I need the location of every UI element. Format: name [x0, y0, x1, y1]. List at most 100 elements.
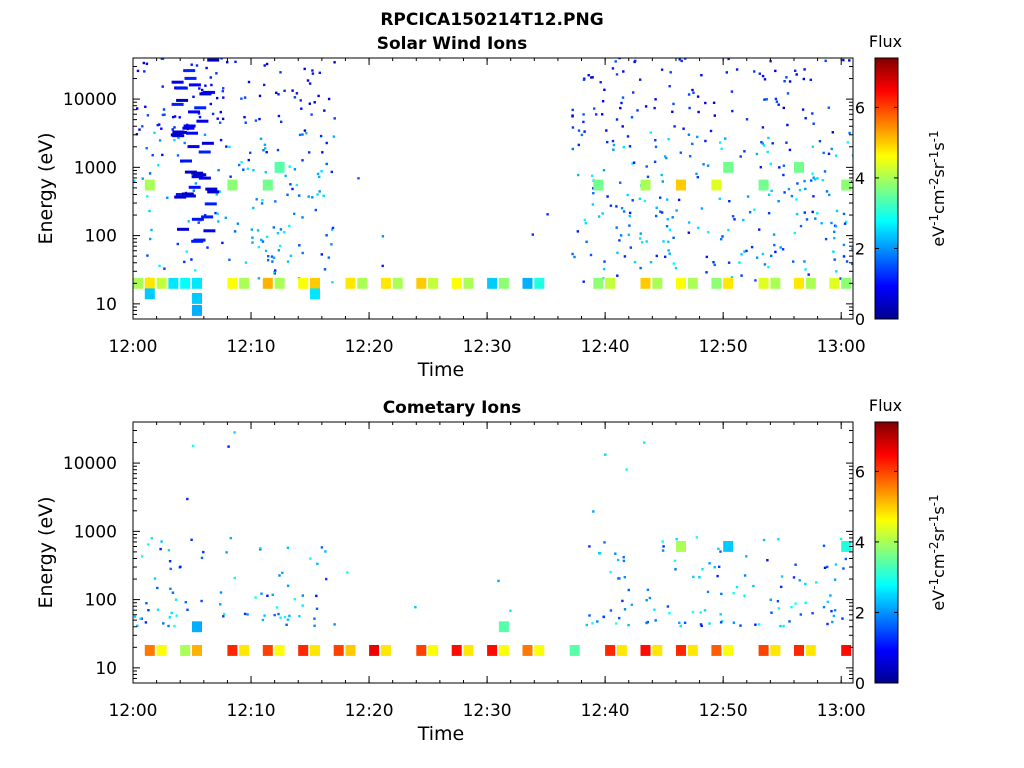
flux-pixel: [622, 146, 625, 149]
flux-pixel: [730, 90, 734, 93]
colorbar-units-label: eV-1cm-2sr-1s-1: [927, 494, 948, 610]
flux-pixel: [144, 621, 148, 624]
flux-block: [274, 277, 285, 289]
flux-pixel: [162, 108, 166, 111]
colorbar-title: Flux: [869, 32, 902, 51]
flux-pixel: [725, 71, 728, 74]
flux-pixel: [830, 221, 833, 225]
flux-pixel: [829, 594, 832, 597]
flux-pixel: [788, 80, 792, 83]
flux-pixel: [704, 101, 707, 105]
flux-pixel: [308, 82, 312, 85]
flux-block: [652, 645, 663, 656]
flux-block: [144, 277, 155, 289]
flux-pixel: [240, 161, 243, 164]
colorbar-units-label: eV-1cm-2sr-1s-1: [927, 130, 948, 246]
flux-pixel: [191, 217, 204, 221]
flux-pixel: [803, 260, 806, 263]
flux-pixel: [592, 510, 595, 513]
flux-pixel: [243, 116, 246, 119]
flux-pixel: [169, 567, 172, 571]
flux-pixel: [293, 96, 297, 99]
x-axis-label: Time: [417, 723, 465, 745]
flux-pixel: [194, 269, 197, 272]
flux-pixel: [754, 279, 757, 282]
flux-pixel: [621, 599, 624, 603]
flux-pixel: [731, 215, 735, 218]
flux-pixel: [793, 231, 796, 235]
flux-pixel: [157, 164, 160, 167]
flux-pixel: [217, 169, 220, 172]
flux-pixel: [831, 620, 834, 624]
flux-pixel: [264, 147, 267, 150]
flux-pixel: [168, 616, 171, 619]
flux-pixel: [301, 216, 304, 219]
flux-pixel: [281, 571, 284, 574]
flux-block: [498, 277, 509, 289]
flux-block: [192, 277, 202, 289]
flux-pixel: [203, 229, 216, 233]
flux-pixel: [321, 151, 324, 154]
flux-pixel: [210, 83, 213, 87]
flux-pixel: [684, 58, 687, 60]
flux-pixel: [136, 107, 139, 110]
flux-pixel: [851, 262, 853, 266]
flux-pixel: [649, 261, 653, 264]
flux-pixel: [325, 577, 328, 581]
flux-pixel: [593, 107, 596, 110]
flux-pixel: [531, 233, 534, 236]
flux-pixel: [615, 205, 618, 208]
flux-pixel: [678, 621, 681, 624]
flux-block: [192, 621, 202, 633]
flux-pixel: [291, 89, 294, 92]
flux-pixel: [279, 616, 282, 619]
flux-pixel: [161, 58, 165, 60]
flux-pixel: [577, 173, 580, 177]
flux-block: [687, 277, 698, 289]
flux-pixel: [285, 623, 288, 626]
flux-pixel: [602, 267, 606, 271]
flux-pixel: [262, 149, 265, 152]
flux-pixel: [203, 133, 207, 136]
flux-pixel: [708, 622, 711, 625]
flux-pixel: [799, 613, 802, 616]
flux-pixel: [158, 123, 161, 126]
spectrogram: [133, 58, 853, 316]
flux-pixel: [763, 98, 766, 101]
flux-pixel: [618, 239, 621, 242]
flux-pixel: [660, 68, 664, 71]
flux-pixel: [698, 576, 701, 579]
flux-pixel: [614, 552, 617, 555]
flux-pixel: [178, 116, 181, 119]
flux-pixel: [216, 96, 219, 100]
panel-title: Cometary Ions: [383, 398, 522, 418]
flux-pixel: [381, 264, 384, 268]
flux-pixel: [301, 604, 304, 607]
flux-pixel: [611, 67, 615, 70]
flux-pixel: [136, 624, 139, 627]
flux-pixel: [811, 210, 814, 214]
flux-pixel: [792, 576, 796, 579]
flux-pixel: [176, 242, 179, 246]
flux-pixel: [318, 175, 321, 179]
flux-pixel: [717, 547, 720, 550]
flux-pixel: [835, 209, 839, 213]
flux-pixel: [798, 188, 802, 192]
flux-pixel: [770, 189, 773, 193]
flux-pixel: [166, 196, 169, 199]
flux-pixel: [330, 170, 333, 174]
flux-pixel: [202, 550, 205, 554]
flux-pixel: [659, 210, 662, 213]
flux-pixel: [830, 147, 833, 151]
x-tick-label: 12:00: [109, 701, 158, 721]
flux-block: [569, 645, 580, 656]
flux-block: [676, 179, 686, 191]
flux-pixel: [263, 83, 266, 87]
flux-pixel: [677, 198, 681, 202]
y-tick-label: 100: [85, 227, 117, 247]
flux-pixel: [308, 151, 311, 154]
flux-pixel: [316, 193, 319, 196]
x-tick-label: 12:00: [109, 337, 158, 357]
flux-pixel: [705, 255, 708, 259]
flux-pixel: [692, 575, 695, 579]
